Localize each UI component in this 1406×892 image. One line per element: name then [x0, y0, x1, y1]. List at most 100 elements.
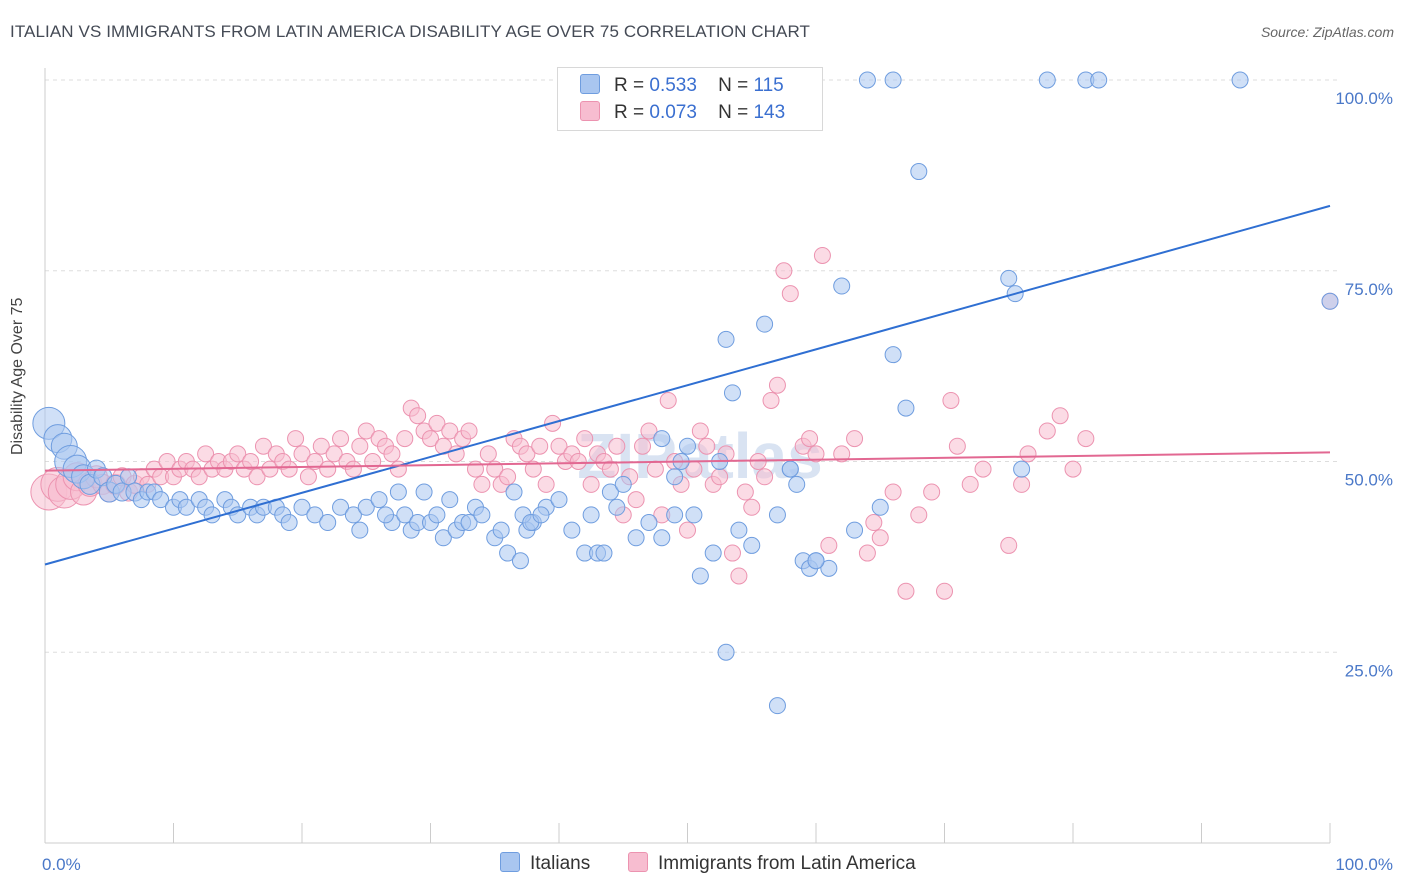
- latin-point: [312, 437, 330, 455]
- italians-point: [1231, 71, 1249, 89]
- italians-point: [871, 498, 889, 516]
- italians-point: [550, 491, 568, 509]
- italians-point: [1090, 71, 1108, 89]
- latin-point: [813, 246, 831, 264]
- italians-point: [723, 384, 741, 402]
- italians-point: [730, 521, 748, 539]
- latin-point: [396, 430, 414, 448]
- latin-point: [936, 582, 953, 600]
- italians-point: [582, 506, 600, 524]
- legend-row-latin: R = 0.073 N = 143: [580, 101, 785, 125]
- italians-point: [807, 552, 825, 570]
- latin-point: [897, 582, 915, 600]
- legend-row-italians: R = 0.533 N = 115: [580, 74, 784, 98]
- latin-point: [319, 460, 337, 478]
- latin-point: [640, 422, 658, 440]
- latin-point: [858, 544, 876, 562]
- italians-point: [434, 529, 452, 547]
- italians-point: [717, 330, 735, 348]
- latin-point: [299, 468, 317, 486]
- italians-point: [666, 506, 684, 524]
- y-tick-label: 50.0%: [1345, 471, 1393, 490]
- latin-point: [884, 483, 902, 501]
- latin-point: [871, 529, 889, 547]
- latin-point: [865, 514, 883, 532]
- italians-point: [532, 506, 550, 524]
- latin-point: [736, 483, 754, 501]
- latin-point: [627, 491, 645, 509]
- italians-point: [344, 506, 362, 524]
- latin-point: [550, 437, 568, 455]
- italians-point: [473, 506, 491, 524]
- italians-point: [601, 483, 619, 501]
- latin-point: [723, 544, 741, 562]
- latin-point: [261, 460, 279, 478]
- latin-point: [756, 468, 774, 486]
- latin-point: [248, 468, 266, 486]
- italians-point: [280, 514, 298, 532]
- latin-point: [679, 521, 696, 539]
- latin-point: [601, 460, 619, 478]
- latin-legend-icon: [628, 852, 648, 872]
- italians-point: [768, 697, 786, 715]
- latin-point: [698, 437, 716, 455]
- italians-point: [756, 315, 774, 333]
- latin-point: [1013, 475, 1031, 493]
- latin-point: [743, 498, 761, 516]
- latin-point: [518, 445, 536, 463]
- latin-point: [923, 483, 941, 501]
- italians-point: [499, 544, 517, 562]
- latin-point: [293, 445, 311, 463]
- latin-n-value: 143: [753, 102, 786, 123]
- italians-point: [858, 71, 876, 89]
- latin-r-value: 0.073: [649, 102, 697, 123]
- italians-trend-line: [44, 204, 1331, 566]
- latin-point: [441, 422, 459, 440]
- italians-point: [357, 498, 375, 516]
- r-label: R =: [614, 102, 645, 123]
- latin-point: [531, 437, 549, 455]
- italians-point: [768, 506, 786, 524]
- italians-point: [910, 163, 928, 181]
- latin-point: [910, 506, 928, 524]
- italians-point: [833, 277, 851, 295]
- italians-swatch-icon: [580, 74, 600, 94]
- italians-point: [897, 399, 915, 417]
- italians-point: [152, 491, 170, 509]
- italians-n-value: 115: [753, 75, 784, 96]
- italians-point: [511, 552, 529, 570]
- latin-point: [242, 453, 260, 470]
- italians-point: [306, 506, 324, 524]
- latin-point: [768, 376, 786, 394]
- italians-point: [884, 71, 902, 89]
- bottom-legend-italians: Italians: [500, 852, 590, 875]
- italians-point: [846, 521, 864, 539]
- latin-point: [422, 430, 439, 448]
- italians-point: [788, 475, 806, 493]
- latin-point: [948, 437, 966, 455]
- italians-point: [640, 514, 658, 532]
- italians-point: [120, 468, 138, 486]
- italians-point: [563, 521, 581, 539]
- latin-point: [197, 445, 215, 463]
- latin-point: [820, 536, 838, 554]
- latin-point: [846, 430, 864, 448]
- latin-point: [833, 445, 851, 463]
- n-label: N =: [718, 102, 749, 123]
- italians-point: [1321, 292, 1339, 310]
- latin-point: [364, 453, 382, 470]
- y-tick-label: 25.0%: [1345, 661, 1393, 680]
- italians-point: [351, 521, 369, 539]
- italians-point: [203, 506, 221, 524]
- latin-point: [351, 437, 369, 455]
- latin-point: [428, 414, 446, 432]
- latin-point: [634, 437, 652, 455]
- latin-point: [576, 430, 594, 448]
- italians-point: [679, 437, 696, 455]
- italians-point: [653, 529, 671, 547]
- latin-point: [730, 567, 748, 585]
- latin-point: [524, 460, 542, 478]
- italians-r-value: 0.533: [649, 75, 697, 96]
- italians-point: [1038, 71, 1056, 89]
